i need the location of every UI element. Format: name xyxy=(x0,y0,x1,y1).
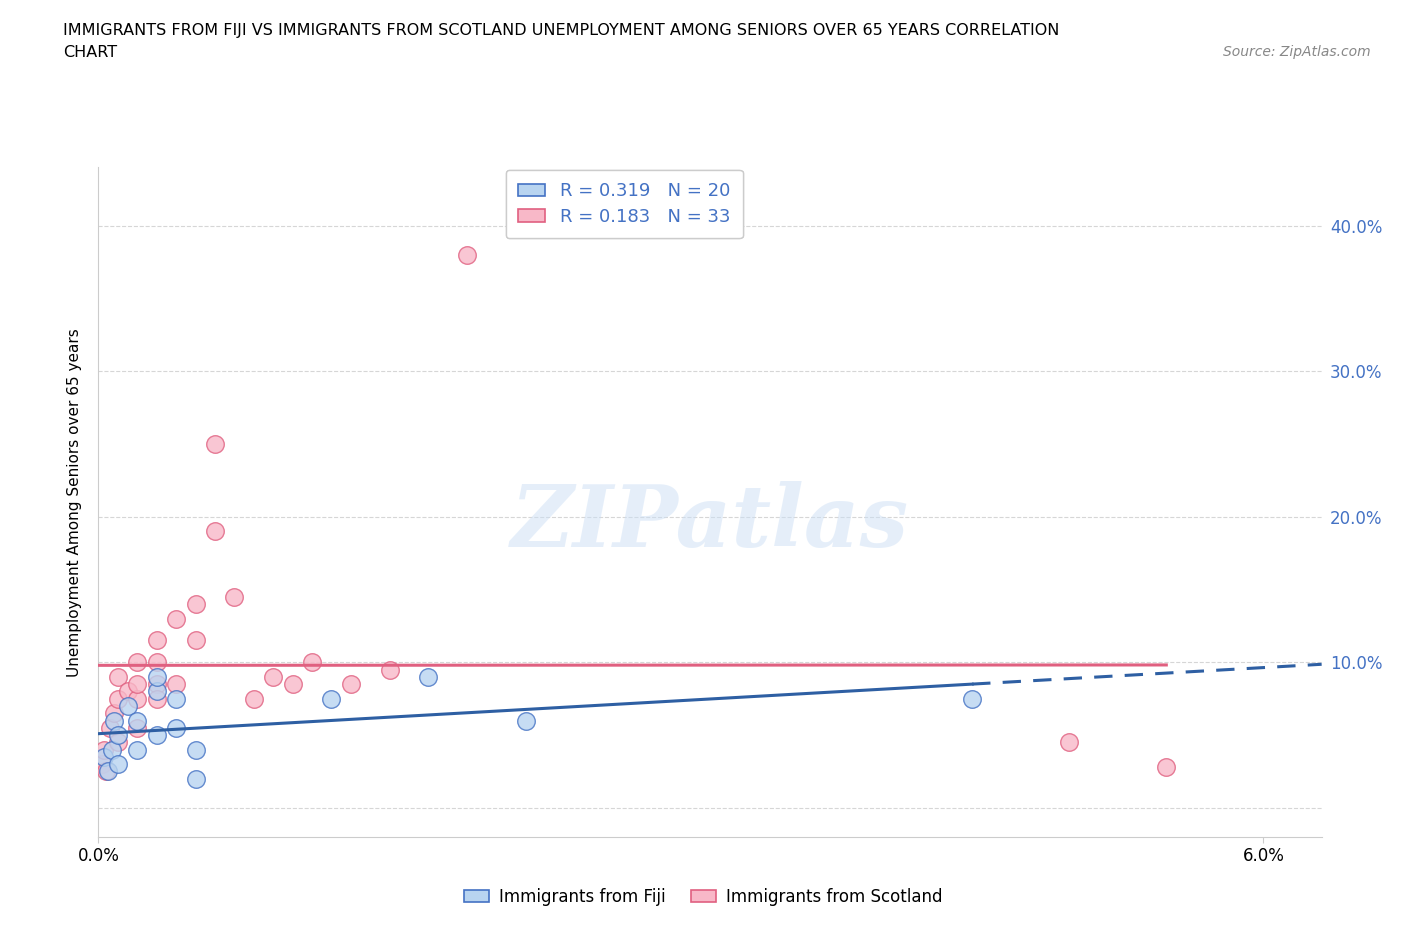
Point xyxy=(301,655,323,670)
Point xyxy=(242,691,264,706)
Point xyxy=(262,670,284,684)
Point xyxy=(107,727,129,742)
Point xyxy=(107,691,129,706)
Legend: R = 0.319   N = 20, R = 0.183   N = 33: R = 0.319 N = 20, R = 0.183 N = 33 xyxy=(506,170,742,238)
Point xyxy=(103,713,125,728)
Point xyxy=(127,742,149,757)
Point xyxy=(107,757,129,772)
Point xyxy=(418,670,440,684)
Point xyxy=(960,691,983,706)
Point xyxy=(107,670,129,684)
Point xyxy=(107,735,129,750)
Point xyxy=(127,721,149,736)
Point xyxy=(165,691,187,706)
Point xyxy=(340,677,363,692)
Point xyxy=(145,691,167,706)
Point xyxy=(165,721,187,736)
Point xyxy=(127,713,149,728)
Point xyxy=(97,764,120,779)
Point xyxy=(127,691,149,706)
Text: ZIPatlas: ZIPatlas xyxy=(510,481,910,564)
Point xyxy=(117,684,139,698)
Point xyxy=(145,633,167,648)
Point xyxy=(127,655,149,670)
Point xyxy=(184,633,207,648)
Point xyxy=(184,742,207,757)
Point xyxy=(103,706,125,721)
Point xyxy=(224,590,246,604)
Point xyxy=(145,655,167,670)
Text: CHART: CHART xyxy=(63,45,117,60)
Point xyxy=(184,597,207,612)
Point xyxy=(281,677,304,692)
Point xyxy=(127,677,149,692)
Point xyxy=(145,684,167,698)
Point xyxy=(165,677,187,692)
Point xyxy=(117,698,139,713)
Point xyxy=(204,524,226,538)
Point xyxy=(98,721,121,736)
Point xyxy=(165,611,187,626)
Point xyxy=(101,742,124,757)
Point xyxy=(145,670,167,684)
Point xyxy=(1156,760,1178,775)
Point xyxy=(145,677,167,692)
Point xyxy=(96,764,118,779)
Point xyxy=(184,771,207,786)
Point xyxy=(456,247,478,262)
Point xyxy=(145,727,167,742)
Legend: Immigrants from Fiji, Immigrants from Scotland: Immigrants from Fiji, Immigrants from Sc… xyxy=(457,881,949,912)
Point xyxy=(204,436,226,451)
Point xyxy=(93,750,115,764)
Point xyxy=(378,662,401,677)
Point xyxy=(321,691,343,706)
Point xyxy=(91,757,114,772)
Point xyxy=(515,713,537,728)
Text: Source: ZipAtlas.com: Source: ZipAtlas.com xyxy=(1223,45,1371,59)
Point xyxy=(93,742,115,757)
Y-axis label: Unemployment Among Seniors over 65 years: Unemployment Among Seniors over 65 years xyxy=(67,328,83,677)
Point xyxy=(1057,735,1080,750)
Text: IMMIGRANTS FROM FIJI VS IMMIGRANTS FROM SCOTLAND UNEMPLOYMENT AMONG SENIORS OVER: IMMIGRANTS FROM FIJI VS IMMIGRANTS FROM … xyxy=(63,23,1060,38)
